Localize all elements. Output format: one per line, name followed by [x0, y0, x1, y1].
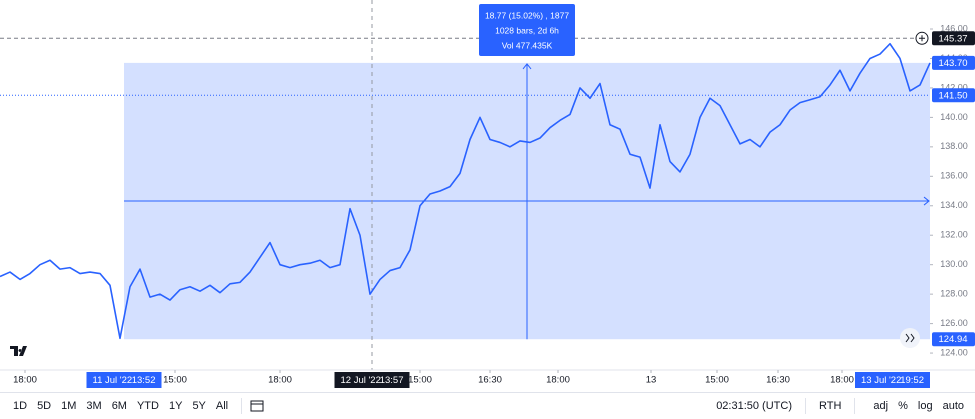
price-badge-label: 143.70 [938, 58, 967, 69]
y-tick-label: 130.00 [940, 259, 968, 269]
x-tick-label: 13 [646, 375, 657, 386]
price-badge [932, 55, 975, 70]
y-tick-label: 138.00 [940, 141, 968, 151]
scroll-icon [905, 333, 915, 343]
option-button[interactable]: adj [873, 400, 889, 412]
measure-text: 18.77 (15.02%) , 1877 [485, 10, 569, 20]
price-badge [932, 31, 975, 46]
time-badge-time: 13:57 [380, 375, 404, 386]
scroll-button[interactable] [900, 328, 920, 348]
add-icon [919, 35, 925, 42]
interval-button[interactable]: 5Y [192, 400, 206, 412]
interval-button[interactable]: 6M [111, 400, 127, 412]
y-tick-label: 136.00 [940, 171, 968, 181]
price-badge-label: 124.94 [938, 334, 967, 345]
interval-button[interactable]: 3M [86, 400, 102, 412]
interval-button[interactable]: 1Y [168, 400, 183, 412]
chart: 124.00 126.00 128.00 130.00 132.00 134.00 136.… [0, 0, 975, 392]
interval-list: 1D 5D 1M 3M 6M YTD 1Y 5Y All [8, 400, 233, 412]
measure-text: Vol 477.435K [502, 40, 553, 50]
interval-button[interactable]: 1D [13, 400, 28, 412]
clock: 02:31:50 (UTC) [716, 400, 792, 412]
option-button[interactable]: % [898, 400, 908, 412]
y-tick-label: 142.00 [940, 82, 968, 92]
y-tick-label: 128.00 [940, 289, 968, 299]
x-tick-label: 15:00 [705, 375, 729, 386]
arrow-head [923, 196, 930, 206]
x-tick-label: 18:00 [546, 375, 570, 386]
time-badge-date: 12 Jul '22 [341, 375, 381, 386]
y-tick-label: 134.00 [940, 200, 968, 210]
interval-button[interactable]: 5D [37, 400, 52, 412]
y-tick-label: 124.00 [940, 347, 968, 357]
arrow-head [522, 63, 532, 70]
x-tick-label: 16:30 [766, 375, 790, 386]
y-tick-label: 140.00 [940, 112, 968, 122]
time-badge-time: 13:52 [132, 375, 156, 386]
x-tick-label: 16:30 [478, 375, 502, 386]
x-tick-label: 18:00 [830, 375, 854, 386]
options: adj% log auto [868, 400, 969, 412]
measure-tooltip [479, 4, 575, 56]
separator [241, 398, 243, 414]
background [0, 0, 975, 392]
price-line-series [0, 42, 931, 340]
option-button[interactable]: auto [942, 400, 964, 412]
interval-button[interactable]: All [215, 400, 229, 412]
time-badge [334, 372, 410, 388]
x-tick-label: 18:00 [268, 375, 292, 386]
price-badge-label: 141.50 [938, 90, 967, 101]
time-badge-time: 19:52 [900, 375, 924, 386]
logo-shape [10, 346, 27, 356]
interval-button[interactable]: YTD [136, 400, 159, 412]
time-badge-date: 13 Jul '22 [861, 375, 901, 386]
range-icon[interactable] [250, 399, 264, 413]
option-button[interactable]: log [917, 400, 933, 412]
x-tick-label: 15:00 [408, 375, 432, 386]
price-badge [932, 88, 975, 103]
logo [10, 346, 27, 356]
bottom-toolbar: 1D 5D 1M 3M 6M YTD 1Y 5Y All 02:31:50 (UTC) RTH … [0, 392, 975, 419]
x-tick-label: 18:00 [13, 375, 37, 386]
separator [854, 398, 856, 414]
time-badge-date: 11 Jul '22 [93, 375, 133, 386]
y-tick-label: 126.00 [940, 318, 968, 328]
session[interactable]: RTH [819, 400, 842, 412]
y-tick-label: 146.00 [940, 23, 968, 33]
price-badge [932, 332, 975, 347]
time-badge [86, 372, 162, 388]
time-badge [855, 372, 930, 388]
measure-text: 1028 bars, 2d 6h [495, 25, 559, 35]
separator [805, 398, 806, 414]
interval-button[interactable]: 1M [61, 400, 77, 412]
price-badge-label: 145.37 [938, 33, 967, 44]
y-tick-label: 132.00 [940, 230, 968, 240]
x-tick-label: 15:00 [163, 375, 187, 386]
